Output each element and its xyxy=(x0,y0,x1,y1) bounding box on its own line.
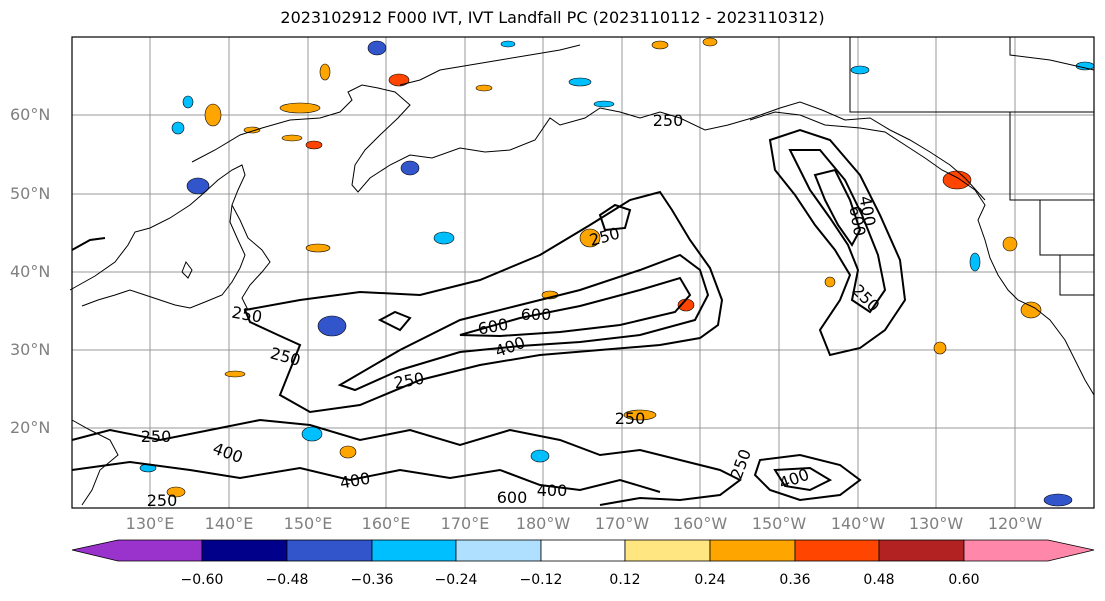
colorbar-tick-label: −0.48 xyxy=(265,572,309,588)
lon-label: 160°W xyxy=(672,514,728,533)
lon-label: 170°E xyxy=(440,514,490,533)
colorbar-segment xyxy=(794,539,880,562)
colorbar-segment xyxy=(709,539,796,562)
lat-label: 30°N xyxy=(10,340,51,359)
lon-label: 170°W xyxy=(594,514,650,533)
contour-label: 250 xyxy=(147,491,178,510)
colorbar-tick-label: −0.12 xyxy=(519,572,563,588)
lon-label: 120°W xyxy=(987,514,1043,533)
contour-label: 400 xyxy=(338,469,371,493)
colorbar-segment xyxy=(71,539,203,562)
lat-label: 40°N xyxy=(10,262,51,281)
colorbar-tick-label: −0.60 xyxy=(180,572,224,588)
lon-label: 130°W xyxy=(908,514,964,533)
contour-label: 600 xyxy=(497,488,528,507)
contour-label: 400 xyxy=(537,481,568,500)
lon-label: 140°E xyxy=(204,514,254,533)
colorbar-segment xyxy=(624,539,711,562)
contour-label: 400 xyxy=(210,439,245,467)
colorbar-tick-label: 0.36 xyxy=(779,572,811,588)
colorbar-segment xyxy=(455,539,542,562)
colorbar-segment xyxy=(201,539,288,562)
colorbar xyxy=(71,539,1095,562)
contour-label: 250 xyxy=(653,111,684,130)
map-frame xyxy=(71,36,1095,509)
colorbar-segment xyxy=(963,539,1095,562)
colorbar-tick-label: 0.60 xyxy=(948,572,980,588)
lon-label: 180°W xyxy=(515,514,571,533)
colorbar-tick-label: 0.24 xyxy=(694,572,726,588)
map-grid xyxy=(72,37,1094,508)
contour-label: 250 xyxy=(268,344,302,370)
map-title: 2023102912 F000 IVT, IVT Landfall PC (20… xyxy=(280,8,825,27)
pc-shading xyxy=(139,37,1095,507)
contour-labels: 250 250 250 250 250 250 250 400 400 400 … xyxy=(141,111,884,510)
contour-label: 250 xyxy=(848,281,883,316)
colorbar-tick-label: −0.36 xyxy=(350,572,394,588)
colorbar-segment xyxy=(286,539,373,562)
lat-label: 50°N xyxy=(10,184,51,203)
lat-label: 60°N xyxy=(10,105,51,124)
contour-label: 250 xyxy=(230,303,263,327)
coastlines xyxy=(69,37,1095,506)
lat-label: 20°N xyxy=(10,418,51,437)
colorbar-segment xyxy=(371,539,457,562)
colorbar-segment xyxy=(878,539,965,562)
lon-label: 150°E xyxy=(283,514,333,533)
lon-label: 140°W xyxy=(830,514,886,533)
lon-label: 130°E xyxy=(125,514,175,533)
colorbar-segment xyxy=(540,539,626,562)
contour-label: 250 xyxy=(587,224,621,250)
colorbar-tick-label: −0.24 xyxy=(434,572,478,588)
lon-label: 160°E xyxy=(361,514,411,533)
colorbar-tick-label: 0.12 xyxy=(609,572,641,588)
contour-label: 250 xyxy=(392,369,425,393)
contour-label: 250 xyxy=(615,409,646,428)
contour-label: 250 xyxy=(141,427,172,446)
contour-label: 250 xyxy=(727,447,755,482)
contour-label: 600 xyxy=(521,305,552,324)
lon-label: 150°W xyxy=(751,514,807,533)
colorbar-tick-label: 0.48 xyxy=(863,572,895,588)
ivt-contours xyxy=(71,128,907,506)
